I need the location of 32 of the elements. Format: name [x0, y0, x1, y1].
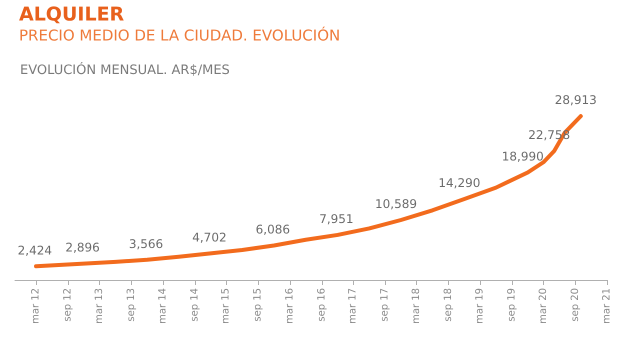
x-tick-label: sep 17 [380, 288, 391, 322]
data-label: 4,702 [192, 230, 227, 244]
x-tick-label: sep 18 [443, 288, 454, 322]
x-tick-label: mar 13 [94, 288, 105, 324]
x-tick-label: mar 17 [348, 288, 359, 324]
text: EVOLUCIÓN MENSUAL. AR$/MES [20, 61, 230, 78]
x-tick-label: mar 18 [411, 288, 422, 324]
data-label: 3,566 [128, 236, 164, 251]
data-label: 14,290 [438, 176, 480, 190]
x-tick-label: mar 19 [474, 288, 486, 324]
data-label: 18,990 [502, 149, 544, 164]
data-label: 10,589 [374, 196, 417, 211]
chart-title: ALQUILER [19, 4, 125, 26]
x-tick-label: sep 12 [62, 288, 74, 322]
data-label: 2,424 [18, 243, 52, 258]
data-label: 2,896 [65, 240, 100, 255]
data-label: 28,913 [554, 93, 597, 108]
x-tick-label: mar 12 [30, 288, 42, 324]
x-tick-label: sep 14 [189, 288, 200, 322]
x-tick-label: mar 15 [220, 288, 232, 324]
x-tick-label: mar 20 [538, 288, 550, 324]
x-tick-label: mar 21 [602, 288, 612, 324]
x-tick-label: sep 20 [570, 288, 582, 322]
chart-subtitle: PRECIO MEDIO DE LA CIUDAD. EVOLUCIÓN [19, 26, 340, 44]
x-tick-label: mar 14 [157, 288, 168, 324]
x-tick-label: sep 16 [316, 288, 328, 322]
x-tick-label: sep 13 [126, 288, 137, 322]
x-tick-label: sep 15 [252, 288, 264, 322]
data-label: 7,951 [319, 212, 354, 226]
x-tick-label: sep 19 [506, 288, 518, 322]
data-label: 6,086 [256, 222, 290, 237]
x-tick-label: mar 16 [284, 288, 296, 324]
